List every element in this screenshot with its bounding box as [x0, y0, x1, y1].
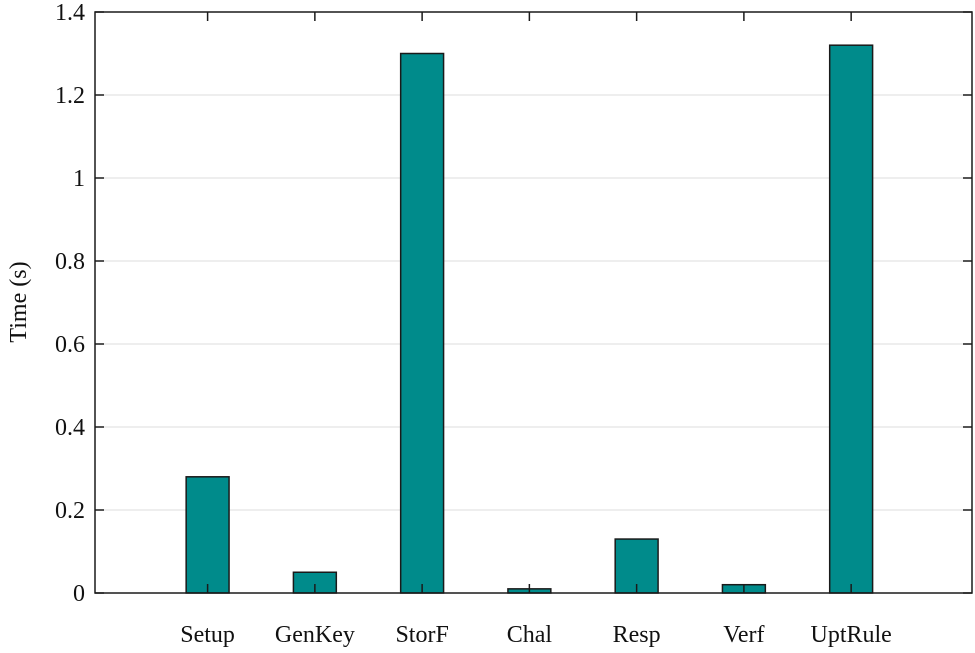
x-tick-label: UptRule — [810, 622, 891, 648]
y-tick-labels: 0 0.2 0.4 0.6 0.8 1 1.2 1.4 — [55, 0, 85, 607]
x-tick-label: Resp — [613, 622, 661, 648]
y-tick-label: 0 — [73, 581, 85, 607]
y-tick-label: 0.4 — [55, 415, 85, 441]
y-tick-label: 1.4 — [55, 0, 85, 26]
grid-lines — [95, 94, 972, 511]
bar-uptrule — [828, 44, 874, 594]
x-tick-label: Setup — [180, 622, 235, 648]
bar-storf — [399, 52, 445, 594]
axes — [94, 11, 973, 594]
y-tick-label: 0.8 — [55, 249, 85, 275]
bar-setup — [185, 476, 230, 594]
x-tick-label: StorF — [395, 622, 448, 648]
y-tick-label: 1 — [73, 166, 85, 192]
x-tick-label: Verf — [723, 622, 764, 648]
y-axis-label: Time (s) — [6, 261, 32, 342]
x-tick-labels: Setup GenKey StorF Chal Resp Verf UptRule — [180, 622, 892, 648]
bars — [185, 44, 874, 594]
plot-frame — [94, 11, 973, 594]
x-tick-label: Chal — [507, 622, 553, 648]
x-tick-label: GenKey — [275, 622, 355, 648]
y-tick-label: 1.2 — [55, 83, 85, 109]
y-tick-label: 0.6 — [55, 332, 85, 358]
y-tick-label: 0.2 — [55, 498, 85, 524]
